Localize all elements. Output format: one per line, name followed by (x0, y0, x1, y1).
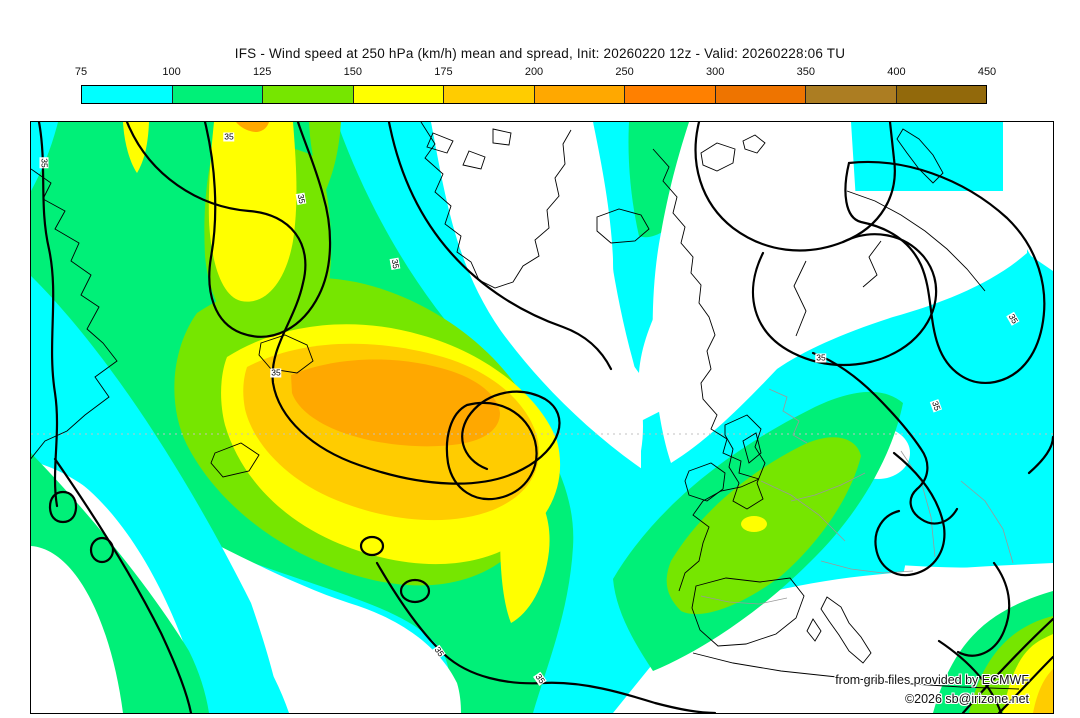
colorbar-tick: 175 (434, 66, 453, 78)
colorbar-segment (715, 86, 806, 103)
colorbar-tick: 300 (706, 66, 725, 78)
field-gold-corner (1033, 669, 1053, 713)
colorbar-tick: 250 (615, 66, 634, 78)
contour-label: 35 (223, 131, 235, 142)
colorbar-tick: 400 (887, 66, 906, 78)
field-green-stripe (31, 453, 209, 713)
field-white-sw-corner (31, 549, 115, 713)
colorbar-segment (896, 86, 986, 103)
field-yellow-topleft (123, 122, 149, 173)
spread-contours (37, 122, 1053, 713)
colorbar-tick-labels: 75 100 125 150 175 200 250 300 350 400 450 (75, 66, 996, 82)
colorbar-segment (172, 86, 263, 103)
country-borders (700, 388, 1014, 605)
attribution-copyright: ©2026 sb@irizone.net (904, 692, 1029, 706)
contour-label: 35 (270, 367, 282, 378)
colorbar-segment (353, 86, 444, 103)
colorbar-segment (806, 86, 897, 103)
colorbar-tick: 450 (977, 66, 997, 78)
field-orange-core (291, 359, 500, 447)
colorbar-segment (82, 86, 173, 103)
colorbar-tick: 125 (253, 66, 272, 78)
field-chartreuse-top-sliver (309, 122, 341, 196)
field-white-se (613, 563, 1053, 713)
contour-label: 35 (815, 352, 827, 363)
colorbar-tick: 100 (162, 66, 181, 78)
colorbar-tick: 150 (343, 66, 362, 78)
colorbar-segment (444, 86, 535, 103)
colorbar-tick: 200 (524, 66, 544, 78)
field-cyan-stripe (31, 276, 282, 713)
field-orange-top-sliver (236, 122, 269, 132)
colorbar-tick: 350 (796, 66, 815, 78)
field-yellow-england (741, 516, 767, 532)
attribution-source: from grib files provided by ECMWF (835, 673, 1029, 687)
colorbar: 75 100 125 150 175 200 250 300 350 400 450 (75, 66, 996, 106)
contour-label: 35 (389, 257, 402, 271)
colorbar-scale (81, 85, 987, 104)
chart-title: IFS - Wind speed at 250 hPa (km/h) mean … (234, 46, 846, 61)
field-yellow-tongue (500, 469, 550, 623)
field-white-greenland (431, 122, 644, 451)
colorbar-segment (263, 86, 354, 103)
wind-speed-map: 35 35 35 35 35 35 35 35 35 35 from grib files pro… (30, 121, 1054, 714)
contour-label: 35 (39, 157, 50, 169)
colorbar-tick: 75 (74, 66, 88, 78)
map-canvas (31, 122, 1053, 713)
coastlines (31, 122, 1020, 690)
colorbar-segment (534, 86, 625, 103)
colorbar-segment (625, 86, 716, 103)
field-white-barents (652, 122, 1027, 463)
contour-label: 35 (295, 192, 308, 206)
